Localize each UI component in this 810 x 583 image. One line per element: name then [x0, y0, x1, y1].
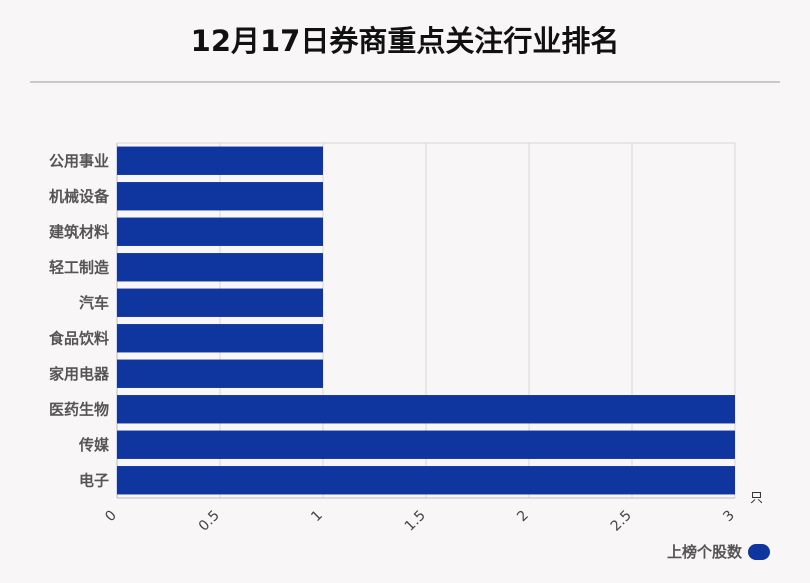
category-label: 传媒: [78, 436, 110, 454]
category-label: 轻工制造: [49, 258, 109, 276]
x-tick-label: 3: [720, 508, 738, 526]
x-tick-label: 0: [102, 508, 120, 526]
bar[interactable]: [117, 359, 323, 388]
category-label: 公用事业: [49, 152, 109, 170]
category-label: 建筑材料: [49, 223, 109, 241]
x-unit-label: 只: [750, 491, 763, 506]
x-tick-label: 1: [308, 508, 326, 526]
category-label: 食品饮料: [49, 329, 109, 347]
chart-title: 12月17日券商重点关注行业排名: [190, 24, 620, 58]
bars: [117, 146, 735, 495]
category-label: 家用电器: [49, 365, 110, 383]
bar[interactable]: [117, 288, 323, 317]
bar[interactable]: [117, 182, 323, 211]
bar[interactable]: [117, 395, 735, 424]
category-label: 电子: [79, 471, 109, 489]
bar[interactable]: [117, 146, 323, 175]
category-label: 医药生物: [49, 400, 109, 418]
x-tick-label: 2.5: [608, 508, 635, 535]
bar[interactable]: [117, 324, 323, 353]
x-tick-label: 1.5: [402, 508, 429, 535]
legend-swatch: [748, 543, 770, 560]
bar[interactable]: [117, 430, 735, 459]
x-tick-labels: 0 0.5 1 1.5 2 2.5 3: [102, 508, 738, 535]
legend[interactable]: 上榜个股数: [667, 541, 770, 562]
legend-label: 上榜个股数: [666, 543, 742, 561]
x-tick-label: 2: [514, 508, 532, 526]
bar[interactable]: [117, 466, 735, 495]
category-label: 机械设备: [49, 187, 110, 205]
bar[interactable]: [117, 253, 323, 282]
bar[interactable]: [117, 217, 323, 246]
category-label: 汽车: [79, 294, 109, 312]
title-divider: [30, 81, 780, 83]
x-tick-label: 0.5: [196, 508, 223, 535]
